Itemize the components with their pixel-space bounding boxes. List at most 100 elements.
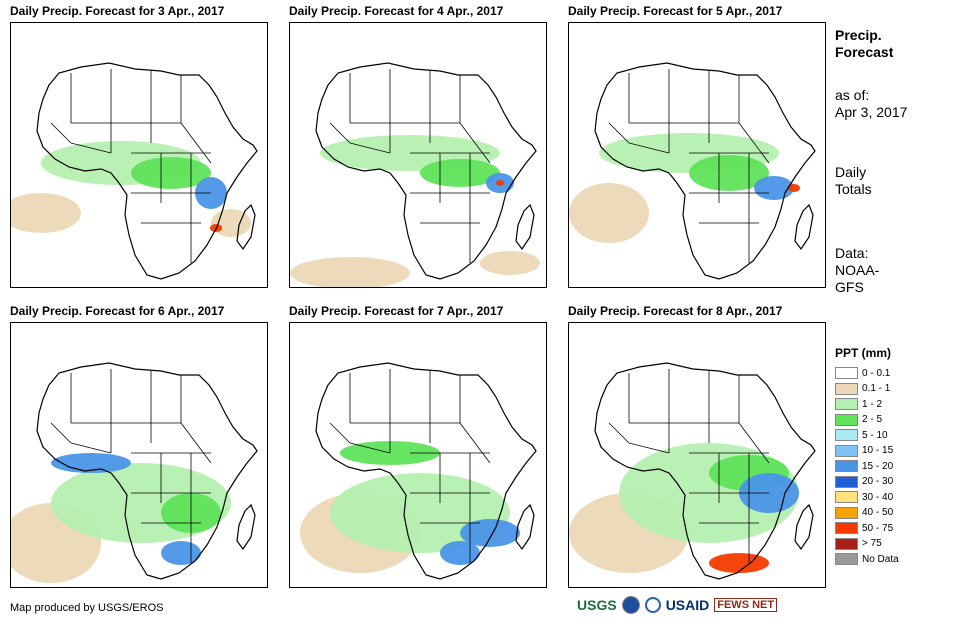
map-credit: Map produced by USGS/EROS xyxy=(10,602,164,614)
country-border xyxy=(50,122,72,144)
legend-swatch xyxy=(835,444,858,457)
data-source-line2: GFS xyxy=(835,279,864,295)
country-border xyxy=(738,122,770,164)
legend-item: 20 - 30 xyxy=(835,475,893,489)
legend-label: 40 - 50 xyxy=(862,507,894,518)
africa-map-svg xyxy=(569,62,816,280)
nasa-logo-icon xyxy=(644,597,661,613)
forecast-map-5[interactable] xyxy=(289,322,547,588)
legend-item: 15 - 20 xyxy=(835,459,893,473)
fews-net-logo: FEWS NET xyxy=(714,598,778,612)
precip-area xyxy=(569,183,649,243)
madagascar-coastline xyxy=(515,503,535,551)
data-label: Data: xyxy=(835,245,869,261)
forecast-map-6[interactable] xyxy=(568,322,826,588)
legend-label: > 75 xyxy=(862,538,882,549)
country-border xyxy=(459,122,491,164)
madagascar-coastline xyxy=(515,203,535,251)
legend-swatch xyxy=(835,429,858,441)
country-border xyxy=(70,442,112,454)
panel-title-3: Daily Precip. Forecast for 5 Apr., 2017 xyxy=(568,4,783,18)
madagascar-coastline xyxy=(794,503,814,551)
legend-label: 0 - 0.1 xyxy=(862,367,891,379)
precip-area xyxy=(290,257,410,287)
panel-title-6: Daily Precip. Forecast for 8 Apr., 2017 xyxy=(568,304,783,318)
legend-item: 5 - 10 xyxy=(835,428,888,442)
legend-title: PPT (mm) xyxy=(835,346,892,360)
panel-title-1: Daily Precip. Forecast for 3 Apr., 2017 xyxy=(10,4,225,18)
legend-label: 2 - 5 xyxy=(862,414,883,425)
africa-coastline xyxy=(594,362,816,580)
legend-label: 10 - 15 xyxy=(862,445,894,456)
legend-item: 0 - 0.1 xyxy=(835,366,890,380)
country-border xyxy=(180,122,212,164)
precip-area xyxy=(788,184,800,192)
forecast-map-2[interactable] xyxy=(289,22,547,288)
country-border xyxy=(50,422,72,444)
africa-coastline xyxy=(594,62,816,280)
africa-map-svg xyxy=(11,62,258,280)
precip-area xyxy=(460,519,520,547)
madagascar-coastline xyxy=(236,203,256,251)
forecast-map-4[interactable] xyxy=(10,322,268,588)
legend-label: 1 - 2 xyxy=(862,398,883,410)
legend-swatch xyxy=(835,506,858,519)
side-heading-line2: Forecast xyxy=(835,44,894,60)
legend-swatch xyxy=(835,413,858,426)
legend-swatch xyxy=(835,522,858,534)
country-border xyxy=(70,142,112,154)
legend-label: 50 - 75 xyxy=(862,522,894,534)
africa-coastline xyxy=(315,62,537,280)
panel-title-5: Daily Precip. Forecast for 7 Apr., 2017 xyxy=(289,304,504,318)
legend-label: 0.1 - 1 xyxy=(862,383,891,394)
precip-area xyxy=(754,176,794,200)
precip-area xyxy=(11,193,81,233)
precip-area xyxy=(496,180,504,186)
country-border xyxy=(608,122,630,144)
asof-date: Apr 3, 2017 xyxy=(835,104,908,120)
madagascar-coastline xyxy=(236,503,256,551)
country-border xyxy=(349,142,391,154)
country-border xyxy=(608,422,630,444)
africa-coastline xyxy=(36,62,258,280)
forecast-map-3[interactable] xyxy=(568,22,826,288)
legend-label: 5 - 10 xyxy=(862,429,888,441)
legend-label: 20 - 30 xyxy=(862,476,894,487)
side-heading-line1: Precip. xyxy=(835,27,882,43)
precip-area xyxy=(709,553,769,573)
legend-swatch xyxy=(835,491,858,503)
legend-label: 15 - 20 xyxy=(862,460,894,472)
totals-line1: Daily xyxy=(835,164,867,180)
legend-item: 50 - 75 xyxy=(835,521,893,535)
legend-label: 30 - 40 xyxy=(862,491,894,503)
country-border xyxy=(180,422,212,464)
africa-map-svg xyxy=(290,62,540,287)
legend-label: No Data xyxy=(862,553,899,565)
legend-swatch xyxy=(835,553,858,565)
africa-coastline xyxy=(36,362,258,580)
legend-item: No Data xyxy=(835,552,899,566)
precip-area xyxy=(211,209,251,237)
forecast-map-1[interactable] xyxy=(10,22,268,288)
africa-map-svg xyxy=(300,362,537,580)
logo-strip: USGS USAID FEWS NET xyxy=(577,596,778,614)
country-border xyxy=(329,122,351,144)
totals-line2: Totals xyxy=(835,181,872,197)
noaa-logo-icon xyxy=(621,596,640,614)
data-source-line1: NOAA- xyxy=(835,262,880,278)
legend-item: 10 - 15 xyxy=(835,444,893,458)
legend-swatch xyxy=(835,367,858,379)
legend-swatch xyxy=(835,537,858,550)
country-border xyxy=(349,442,391,454)
panel-title-4: Daily Precip. Forecast for 6 Apr., 2017 xyxy=(10,304,225,318)
legend-item: 40 - 50 xyxy=(835,506,893,520)
legend-item: 2 - 5 xyxy=(835,413,882,427)
africa-map-svg xyxy=(569,362,816,580)
precip-area xyxy=(480,251,540,275)
legend-item: > 75 xyxy=(835,537,882,551)
usaid-logo: USAID xyxy=(665,597,710,613)
legend-item: 1 - 2 xyxy=(835,397,882,411)
country-border xyxy=(459,422,491,464)
asof-label: as of: xyxy=(835,87,870,103)
country-border xyxy=(738,422,770,464)
